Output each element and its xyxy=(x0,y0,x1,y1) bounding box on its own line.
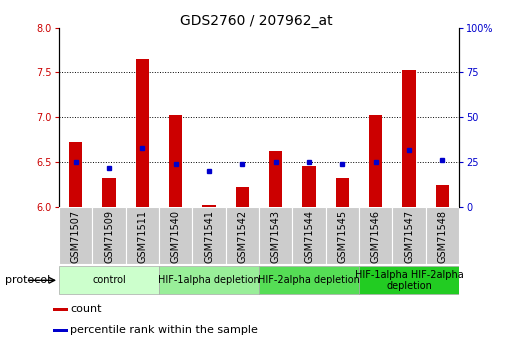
Bar xyxy=(302,166,315,207)
Bar xyxy=(436,186,449,207)
Bar xyxy=(159,207,192,264)
Text: GDS2760 / 207962_at: GDS2760 / 207962_at xyxy=(180,14,333,28)
Text: HIF-2alpha depletion: HIF-2alpha depletion xyxy=(258,275,360,285)
Text: GSM71544: GSM71544 xyxy=(304,210,314,263)
Bar xyxy=(426,207,459,264)
Bar xyxy=(169,115,182,207)
Text: GSM71541: GSM71541 xyxy=(204,210,214,263)
Text: GSM71543: GSM71543 xyxy=(271,210,281,263)
Text: GSM71547: GSM71547 xyxy=(404,210,414,263)
Bar xyxy=(159,266,259,294)
Bar xyxy=(59,207,92,264)
Bar xyxy=(259,207,292,264)
Bar xyxy=(359,207,392,264)
Bar xyxy=(326,207,359,264)
Bar xyxy=(369,115,382,207)
Bar xyxy=(135,59,149,207)
Text: GSM71509: GSM71509 xyxy=(104,210,114,263)
Text: protocol: protocol xyxy=(5,275,50,285)
Text: control: control xyxy=(92,275,126,285)
Text: HIF-1alpha HIF-2alpha
depletion: HIF-1alpha HIF-2alpha depletion xyxy=(355,269,463,291)
Text: GSM71511: GSM71511 xyxy=(137,210,147,263)
Text: GSM71542: GSM71542 xyxy=(238,210,247,263)
Bar xyxy=(59,266,159,294)
Text: HIF-1alpha depletion: HIF-1alpha depletion xyxy=(158,275,260,285)
Text: GSM71540: GSM71540 xyxy=(171,210,181,263)
Bar xyxy=(259,266,359,294)
Bar xyxy=(53,329,68,332)
Bar xyxy=(53,308,68,310)
Bar xyxy=(202,205,215,207)
Bar xyxy=(235,187,249,207)
Bar xyxy=(192,207,226,264)
Bar xyxy=(392,207,426,264)
Bar xyxy=(269,151,282,207)
Text: GSM71548: GSM71548 xyxy=(438,210,447,263)
Bar xyxy=(69,142,82,207)
Bar xyxy=(402,70,416,207)
Text: GSM71545: GSM71545 xyxy=(338,210,347,263)
Bar xyxy=(292,207,326,264)
Bar xyxy=(126,207,159,264)
Bar xyxy=(359,266,459,294)
Bar xyxy=(103,178,115,207)
Text: GSM71507: GSM71507 xyxy=(71,210,81,263)
Bar xyxy=(336,178,349,207)
Text: count: count xyxy=(70,304,102,314)
Text: GSM71546: GSM71546 xyxy=(371,210,381,263)
Bar xyxy=(92,207,126,264)
Bar xyxy=(226,207,259,264)
Text: percentile rank within the sample: percentile rank within the sample xyxy=(70,325,258,335)
